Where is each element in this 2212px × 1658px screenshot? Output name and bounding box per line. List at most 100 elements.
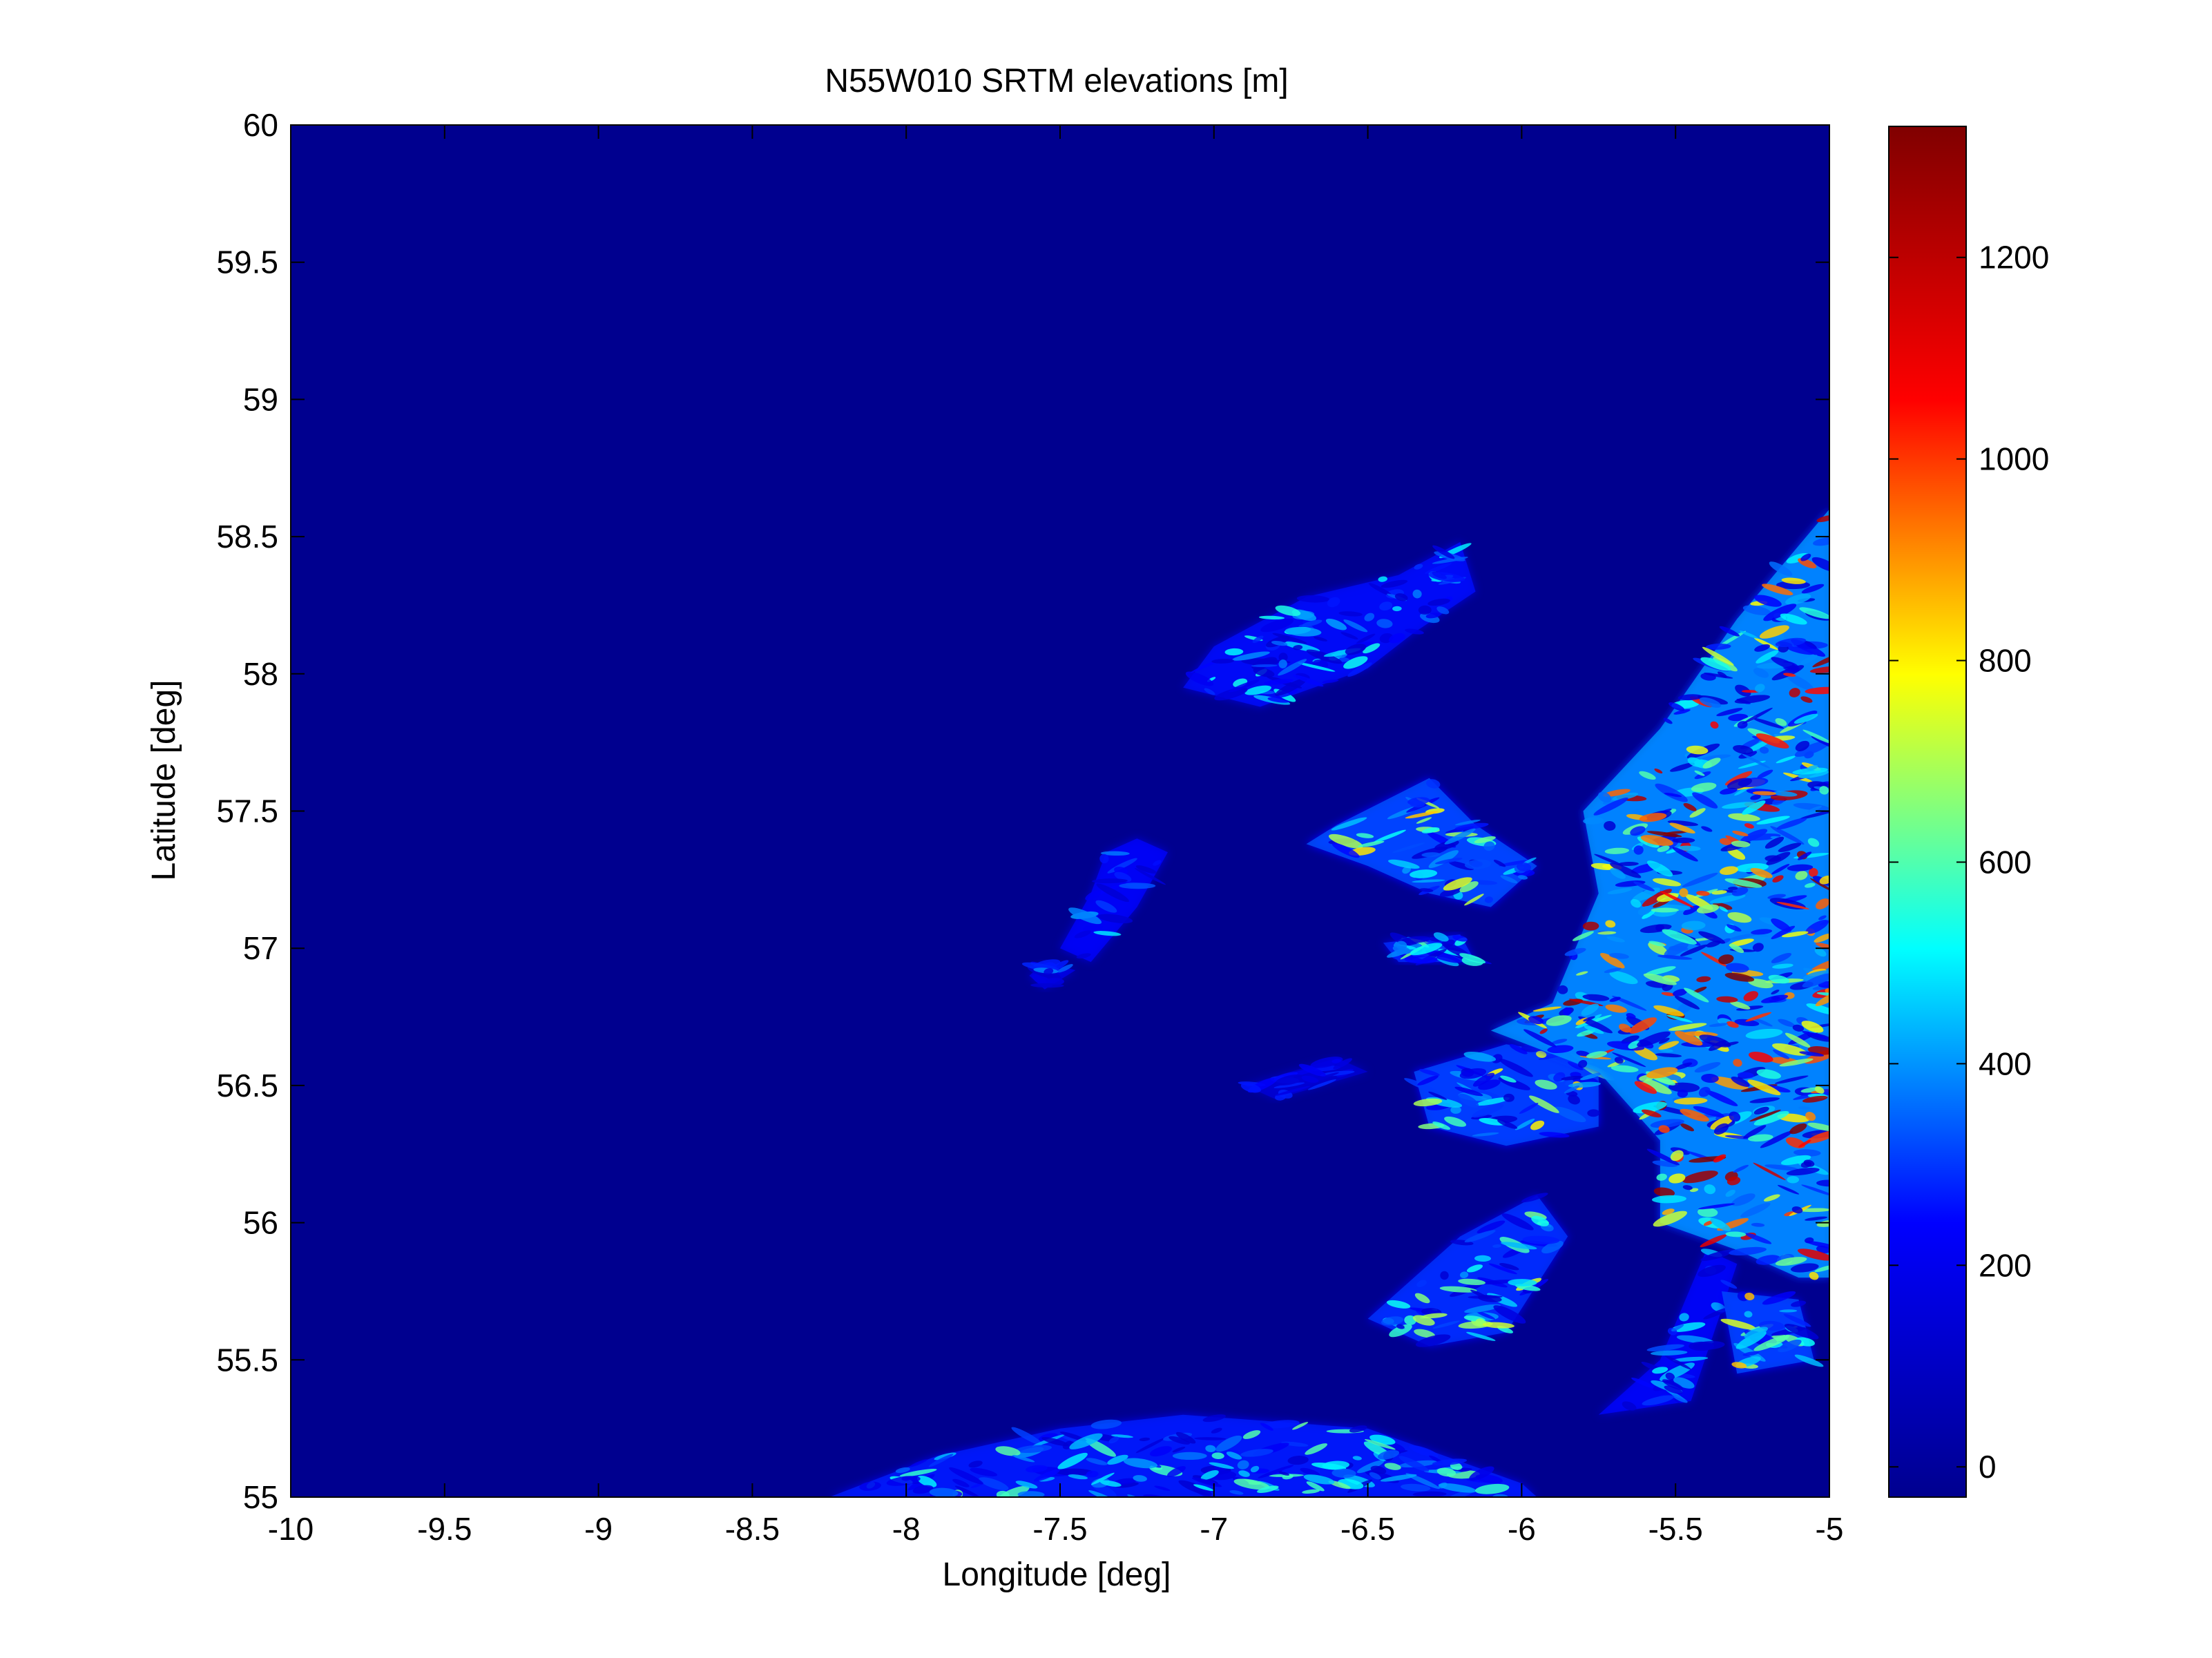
terrain-cell xyxy=(1752,791,1776,796)
terrain-cell xyxy=(1434,840,1459,851)
terrain-cell xyxy=(1519,1103,1539,1114)
terrain-cell xyxy=(1672,837,1695,843)
terrain-cell xyxy=(1702,758,1721,769)
terrain-cell xyxy=(1458,1320,1493,1329)
terrain-cell xyxy=(1564,1086,1580,1094)
terrain-cell xyxy=(1153,860,1162,866)
terrain-cell xyxy=(1281,1441,1309,1447)
terrain-cell xyxy=(1377,1449,1400,1460)
terrain-cell xyxy=(1693,986,1707,994)
terrain-cell xyxy=(1759,746,1769,754)
terrain-cell xyxy=(968,1461,983,1468)
terrain-cell xyxy=(1606,936,1625,943)
terrain-cell xyxy=(1621,1035,1639,1044)
terrain-cell xyxy=(1444,828,1476,845)
terrain-cell xyxy=(1258,615,1285,620)
terrain-cell xyxy=(1694,1062,1721,1073)
terrain-cell xyxy=(1386,1300,1411,1309)
terrain-cell xyxy=(1097,914,1133,924)
terrain-cell xyxy=(1452,935,1468,942)
terrain-cell xyxy=(1795,871,1808,880)
terrain-cell xyxy=(1725,1231,1747,1237)
terrain-cell xyxy=(1410,869,1438,878)
terrain-cell xyxy=(1768,974,1790,984)
land-region xyxy=(1306,778,1537,907)
terrain-cell xyxy=(1722,802,1756,809)
terrain-cell xyxy=(1753,1018,1773,1027)
terrain-cell xyxy=(1302,1489,1320,1494)
terrain-cell xyxy=(1017,1491,1045,1497)
terrain-cell xyxy=(1605,920,1616,928)
terrain-cell xyxy=(1436,606,1450,615)
terrain-cell xyxy=(1365,1439,1396,1450)
terrain-cell xyxy=(1630,826,1646,836)
terrain-cell xyxy=(1333,1058,1353,1070)
terrain-cell xyxy=(1175,1432,1196,1444)
terrain-cell xyxy=(1011,1427,1043,1445)
terrain-cell xyxy=(1720,866,1738,875)
terrain-cell xyxy=(886,1476,921,1486)
terrain-cell xyxy=(1751,929,1773,935)
terrain-cell xyxy=(1211,658,1235,664)
terrain-cell xyxy=(1039,1476,1055,1482)
terrain-cell xyxy=(1603,789,1631,797)
terrain-cell xyxy=(1791,1206,1803,1214)
terrain-cell xyxy=(1720,1318,1756,1330)
terrain-cell xyxy=(1532,1006,1562,1012)
terrain-cell xyxy=(1347,662,1372,677)
terrain-cell xyxy=(1497,1119,1518,1129)
terrain-cell xyxy=(1421,827,1440,833)
terrain-cell xyxy=(1741,690,1760,693)
terrain-cell xyxy=(1756,1255,1780,1265)
terrain-cell xyxy=(1444,1116,1467,1127)
terrain-cell xyxy=(1646,1344,1685,1351)
terrain-cell xyxy=(1012,1455,1035,1463)
terrain-cell xyxy=(1747,1134,1773,1142)
terrain-cell xyxy=(1436,1467,1456,1477)
terrain-cell xyxy=(1740,1202,1771,1218)
terrain-cell xyxy=(1709,1023,1729,1028)
terrain-cell xyxy=(1345,644,1367,655)
terrain-cell xyxy=(1794,740,1829,757)
terrain-cell xyxy=(1068,907,1102,925)
terrain-cell xyxy=(1331,842,1360,858)
terrain-cell xyxy=(1211,1452,1224,1460)
terrain-cell xyxy=(1224,648,1244,656)
terrain-cell xyxy=(1605,1004,1627,1013)
terrain-cell xyxy=(1046,977,1064,985)
terrain-cell xyxy=(1522,1235,1560,1244)
terrain-cell xyxy=(1522,857,1537,865)
terrain-cell xyxy=(1381,579,1408,588)
terrain-cell xyxy=(1418,605,1432,615)
x-tick-label: -5.5 xyxy=(1648,1511,1703,1547)
terrain-cell xyxy=(1263,1420,1300,1429)
terrain-cell xyxy=(1349,1425,1367,1433)
terrain-cell xyxy=(1819,786,1829,795)
terrain-cell xyxy=(1753,1110,1789,1126)
terrain-cell xyxy=(1653,1211,1687,1227)
terrain-cell xyxy=(1358,840,1385,847)
terrain-cell xyxy=(1242,1430,1261,1439)
terrain-cell xyxy=(1257,1485,1279,1494)
terrain-cell xyxy=(1732,830,1749,836)
terrain-cell xyxy=(1806,1130,1829,1144)
terrain-cell xyxy=(1648,942,1668,955)
terrain-cell xyxy=(1041,1437,1069,1447)
terrain-cell xyxy=(1454,822,1489,831)
terrain-cell xyxy=(1803,1159,1815,1167)
terrain-cell xyxy=(1742,800,1766,815)
terrain-cell xyxy=(1331,1468,1356,1478)
terrain-cell xyxy=(1775,637,1807,648)
terrain-cell xyxy=(1713,1154,1727,1163)
terrain-cell xyxy=(1663,717,1673,724)
terrain-cell xyxy=(1684,987,1709,1003)
colorbar-tick-label: 1200 xyxy=(1979,240,2049,276)
terrain-cell xyxy=(1756,650,1779,664)
terrain-cell xyxy=(1068,1474,1088,1480)
terrain-cell xyxy=(1682,1185,1693,1191)
terrain-cell xyxy=(1343,656,1368,669)
land-fill xyxy=(1306,778,1537,907)
terrain-cell xyxy=(1417,1075,1439,1086)
terrain-cell xyxy=(1814,1086,1825,1094)
terrain-cell xyxy=(1652,1160,1678,1167)
